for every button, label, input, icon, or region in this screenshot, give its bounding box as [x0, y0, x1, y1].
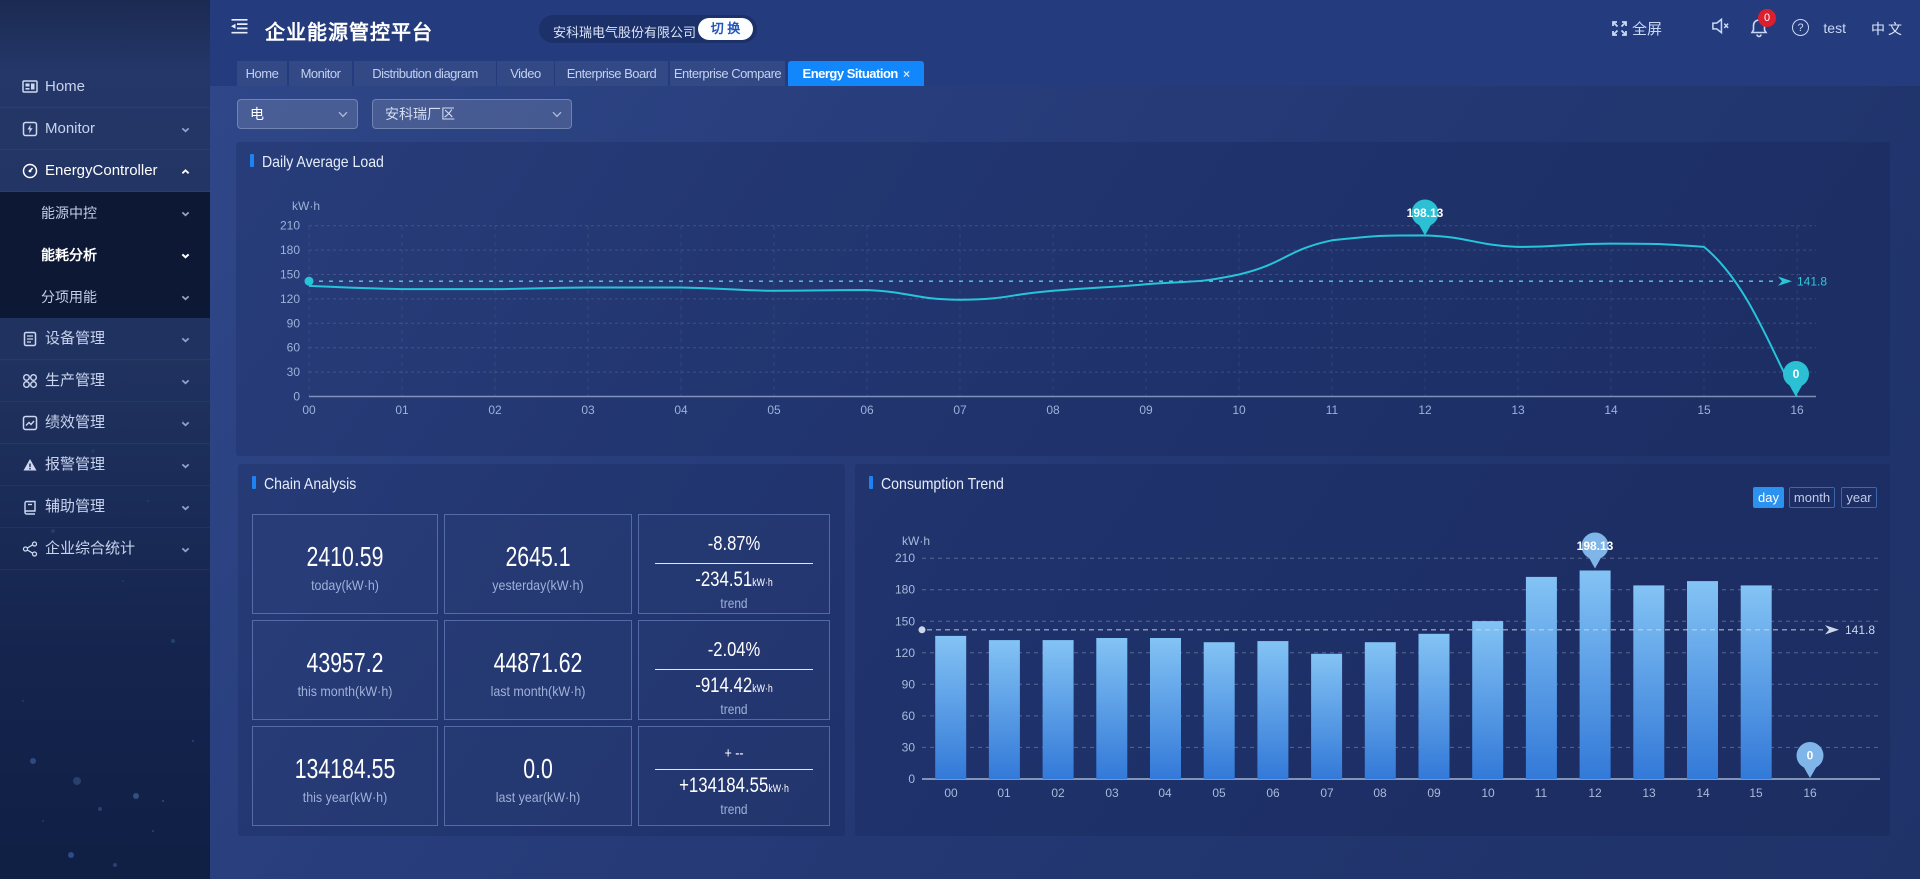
- svg-text:90: 90: [287, 316, 301, 330]
- svg-text:0: 0: [1807, 749, 1814, 763]
- svg-text:07: 07: [1320, 786, 1334, 800]
- svg-text:16: 16: [1790, 403, 1804, 417]
- svg-text:120: 120: [280, 292, 300, 306]
- svg-text:12: 12: [1418, 403, 1432, 417]
- svg-text:06: 06: [1266, 786, 1280, 800]
- svg-text:16: 16: [1803, 786, 1817, 800]
- svg-text:kW·h: kW·h: [292, 199, 320, 213]
- svg-text:141.8: 141.8: [1797, 275, 1827, 289]
- svg-text:09: 09: [1427, 786, 1441, 800]
- svg-text:02: 02: [488, 403, 502, 417]
- svg-text:01: 01: [997, 786, 1011, 800]
- svg-text:04: 04: [1158, 786, 1172, 800]
- svg-text:198.13: 198.13: [1407, 206, 1444, 220]
- svg-text:10: 10: [1232, 403, 1246, 417]
- svg-text:11: 11: [1326, 403, 1339, 417]
- svg-text:13: 13: [1511, 403, 1525, 417]
- svg-text:15: 15: [1697, 403, 1711, 417]
- svg-text:60: 60: [902, 709, 916, 723]
- svg-text:07: 07: [953, 403, 967, 417]
- svg-text:14: 14: [1696, 786, 1710, 800]
- svg-text:02: 02: [1051, 786, 1065, 800]
- svg-text:15: 15: [1749, 786, 1763, 800]
- svg-text:06: 06: [860, 403, 874, 417]
- svg-text:10: 10: [1481, 786, 1495, 800]
- svg-text:141.8: 141.8: [1845, 623, 1875, 637]
- svg-text:0: 0: [908, 772, 915, 786]
- svg-text:150: 150: [895, 614, 915, 628]
- svg-text:180: 180: [280, 243, 300, 257]
- svg-text:kW·h: kW·h: [902, 534, 930, 548]
- svg-text:210: 210: [895, 551, 915, 565]
- svg-text:30: 30: [287, 365, 301, 379]
- svg-text:0: 0: [1793, 367, 1800, 381]
- svg-text:60: 60: [287, 341, 301, 355]
- svg-text:04: 04: [674, 403, 688, 417]
- svg-text:12: 12: [1588, 786, 1602, 800]
- svg-text:03: 03: [1105, 786, 1119, 800]
- svg-text:09: 09: [1139, 403, 1153, 417]
- svg-text:11: 11: [1535, 786, 1548, 800]
- svg-text:120: 120: [895, 646, 915, 660]
- svg-text:0: 0: [293, 390, 300, 404]
- svg-text:90: 90: [902, 677, 916, 691]
- svg-text:198.13: 198.13: [1577, 539, 1614, 553]
- svg-text:01: 01: [395, 403, 409, 417]
- svg-text:05: 05: [767, 403, 781, 417]
- svg-text:150: 150: [280, 268, 300, 282]
- svg-text:03: 03: [581, 403, 595, 417]
- svg-text:08: 08: [1046, 403, 1060, 417]
- svg-text:14: 14: [1604, 403, 1618, 417]
- svg-text:13: 13: [1642, 786, 1656, 800]
- svg-text:210: 210: [280, 219, 300, 233]
- svg-text:00: 00: [302, 403, 316, 417]
- svg-text:08: 08: [1373, 786, 1387, 800]
- svg-text:180: 180: [895, 583, 915, 597]
- svg-text:05: 05: [1212, 786, 1226, 800]
- svg-text:30: 30: [902, 740, 916, 754]
- svg-text:00: 00: [944, 786, 958, 800]
